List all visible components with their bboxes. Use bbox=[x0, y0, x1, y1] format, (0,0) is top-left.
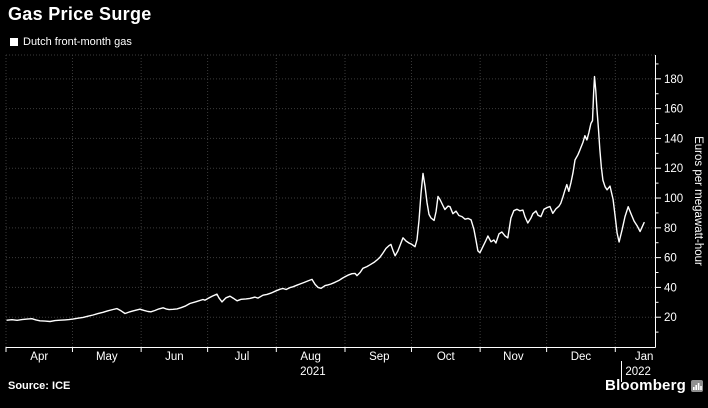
legend-swatch-icon bbox=[10, 38, 18, 46]
source-credit: Source: ICE bbox=[8, 380, 71, 392]
brand-name: Bloomberg bbox=[605, 377, 686, 394]
y-axis-title: Euros per megawatt-hour bbox=[692, 136, 704, 266]
gridlines bbox=[5, 54, 655, 347]
x-tick-label: Jun bbox=[165, 351, 184, 363]
x-tick-label: Nov bbox=[503, 351, 524, 363]
brand-footer: Bloomberg bbox=[605, 377, 703, 394]
x-tick-label: May bbox=[96, 351, 118, 363]
x-tick-label: Apr bbox=[30, 351, 48, 363]
x-tick-label: Aug bbox=[300, 351, 320, 363]
x-tick-label: Dec bbox=[571, 351, 592, 363]
year-label: 2021 bbox=[300, 366, 326, 378]
mini-bar-chart-icon bbox=[691, 379, 703, 392]
year-label: 2022 bbox=[625, 366, 651, 378]
y-tick-label: 140 bbox=[664, 133, 683, 145]
x-tick-label: Oct bbox=[437, 351, 456, 363]
price-line-series bbox=[6, 75, 645, 323]
x-tick-label: Sep bbox=[369, 351, 389, 363]
y-tick-labels: 20 40 60 80 100 120 140 160 180 bbox=[664, 74, 683, 324]
y-tick-label: 80 bbox=[664, 223, 677, 235]
legend-label: Dutch front-month gas bbox=[23, 36, 132, 48]
y-tick-label: 160 bbox=[664, 104, 683, 116]
y-tick-label: 40 bbox=[664, 282, 677, 294]
y-tick-label: 60 bbox=[664, 253, 677, 265]
axes bbox=[5, 55, 661, 352]
legend: Dutch front-month gas bbox=[10, 36, 132, 48]
y-tick-label: 180 bbox=[664, 74, 683, 86]
x-tick-labels: Apr May Jun Jul Aug Sep Oct Nov Dec Jan 2021 2022 bbox=[30, 351, 653, 378]
x-tick-label: Jan bbox=[635, 351, 654, 363]
x-tick-label: Jul bbox=[235, 351, 250, 363]
page-title: Gas Price Surge bbox=[8, 4, 152, 24]
y-tick-label: 100 bbox=[664, 193, 683, 205]
y-tick-label: 120 bbox=[664, 163, 683, 175]
y-tick-label: 20 bbox=[664, 312, 677, 324]
